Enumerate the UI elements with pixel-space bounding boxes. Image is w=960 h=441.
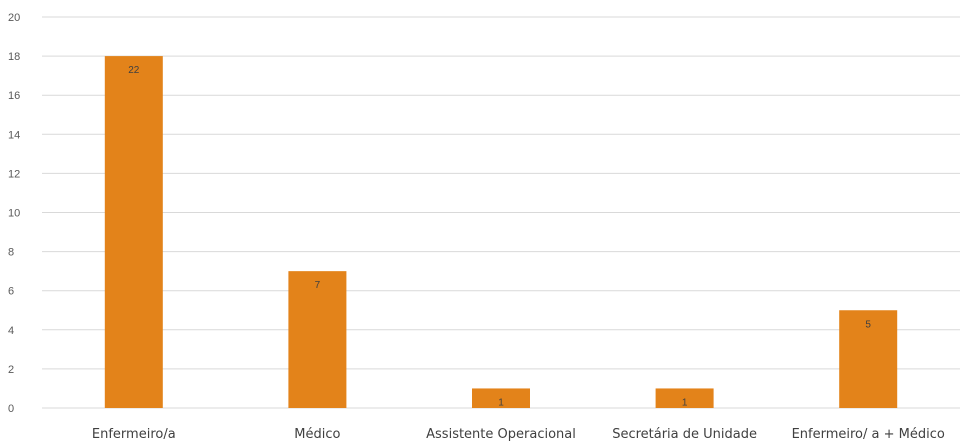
y-tick-label: 14 — [8, 129, 20, 141]
bar — [655, 388, 714, 408]
y-tick-label: 8 — [8, 247, 14, 259]
data-label: 5 — [865, 319, 871, 330]
x-category-label: Secretária de Unidade — [612, 427, 757, 441]
y-tick-label: 16 — [8, 90, 20, 102]
y-tick-label: 0 — [8, 403, 14, 415]
y-tick-label: 18 — [8, 51, 20, 63]
data-label: 7 — [315, 280, 321, 291]
y-tick-label: 4 — [8, 325, 14, 337]
data-label: 1 — [498, 397, 504, 408]
x-axis-category-labels: Enfermeiro/a Médico Assistente Operacional… — [92, 427, 945, 441]
data-label: 1 — [682, 397, 688, 408]
data-labels: 22 7 1 1 5 — [128, 65, 871, 408]
y-tick-label: 12 — [8, 168, 20, 180]
y-tick-label: 6 — [8, 286, 14, 298]
x-category-label: Assistente Operacional — [426, 427, 576, 441]
bar — [288, 271, 347, 408]
bars — [104, 56, 898, 408]
y-tick-label: 10 — [8, 208, 20, 220]
y-tick-label: 20 — [8, 12, 20, 24]
y-tick-label: 2 — [8, 364, 14, 376]
y-axis-tick-labels: 0 2 4 6 8 10 12 14 16 18 20 — [8, 12, 20, 415]
gridlines — [42, 16, 960, 409]
bar — [104, 56, 163, 408]
x-category-label: Enfermeiro/ a + Médico — [792, 427, 945, 441]
data-label: 22 — [128, 65, 140, 76]
x-category-label: Médico — [294, 427, 340, 441]
bar — [839, 310, 898, 408]
x-category-label: Enfermeiro/a — [92, 427, 176, 441]
bar — [472, 388, 530, 408]
